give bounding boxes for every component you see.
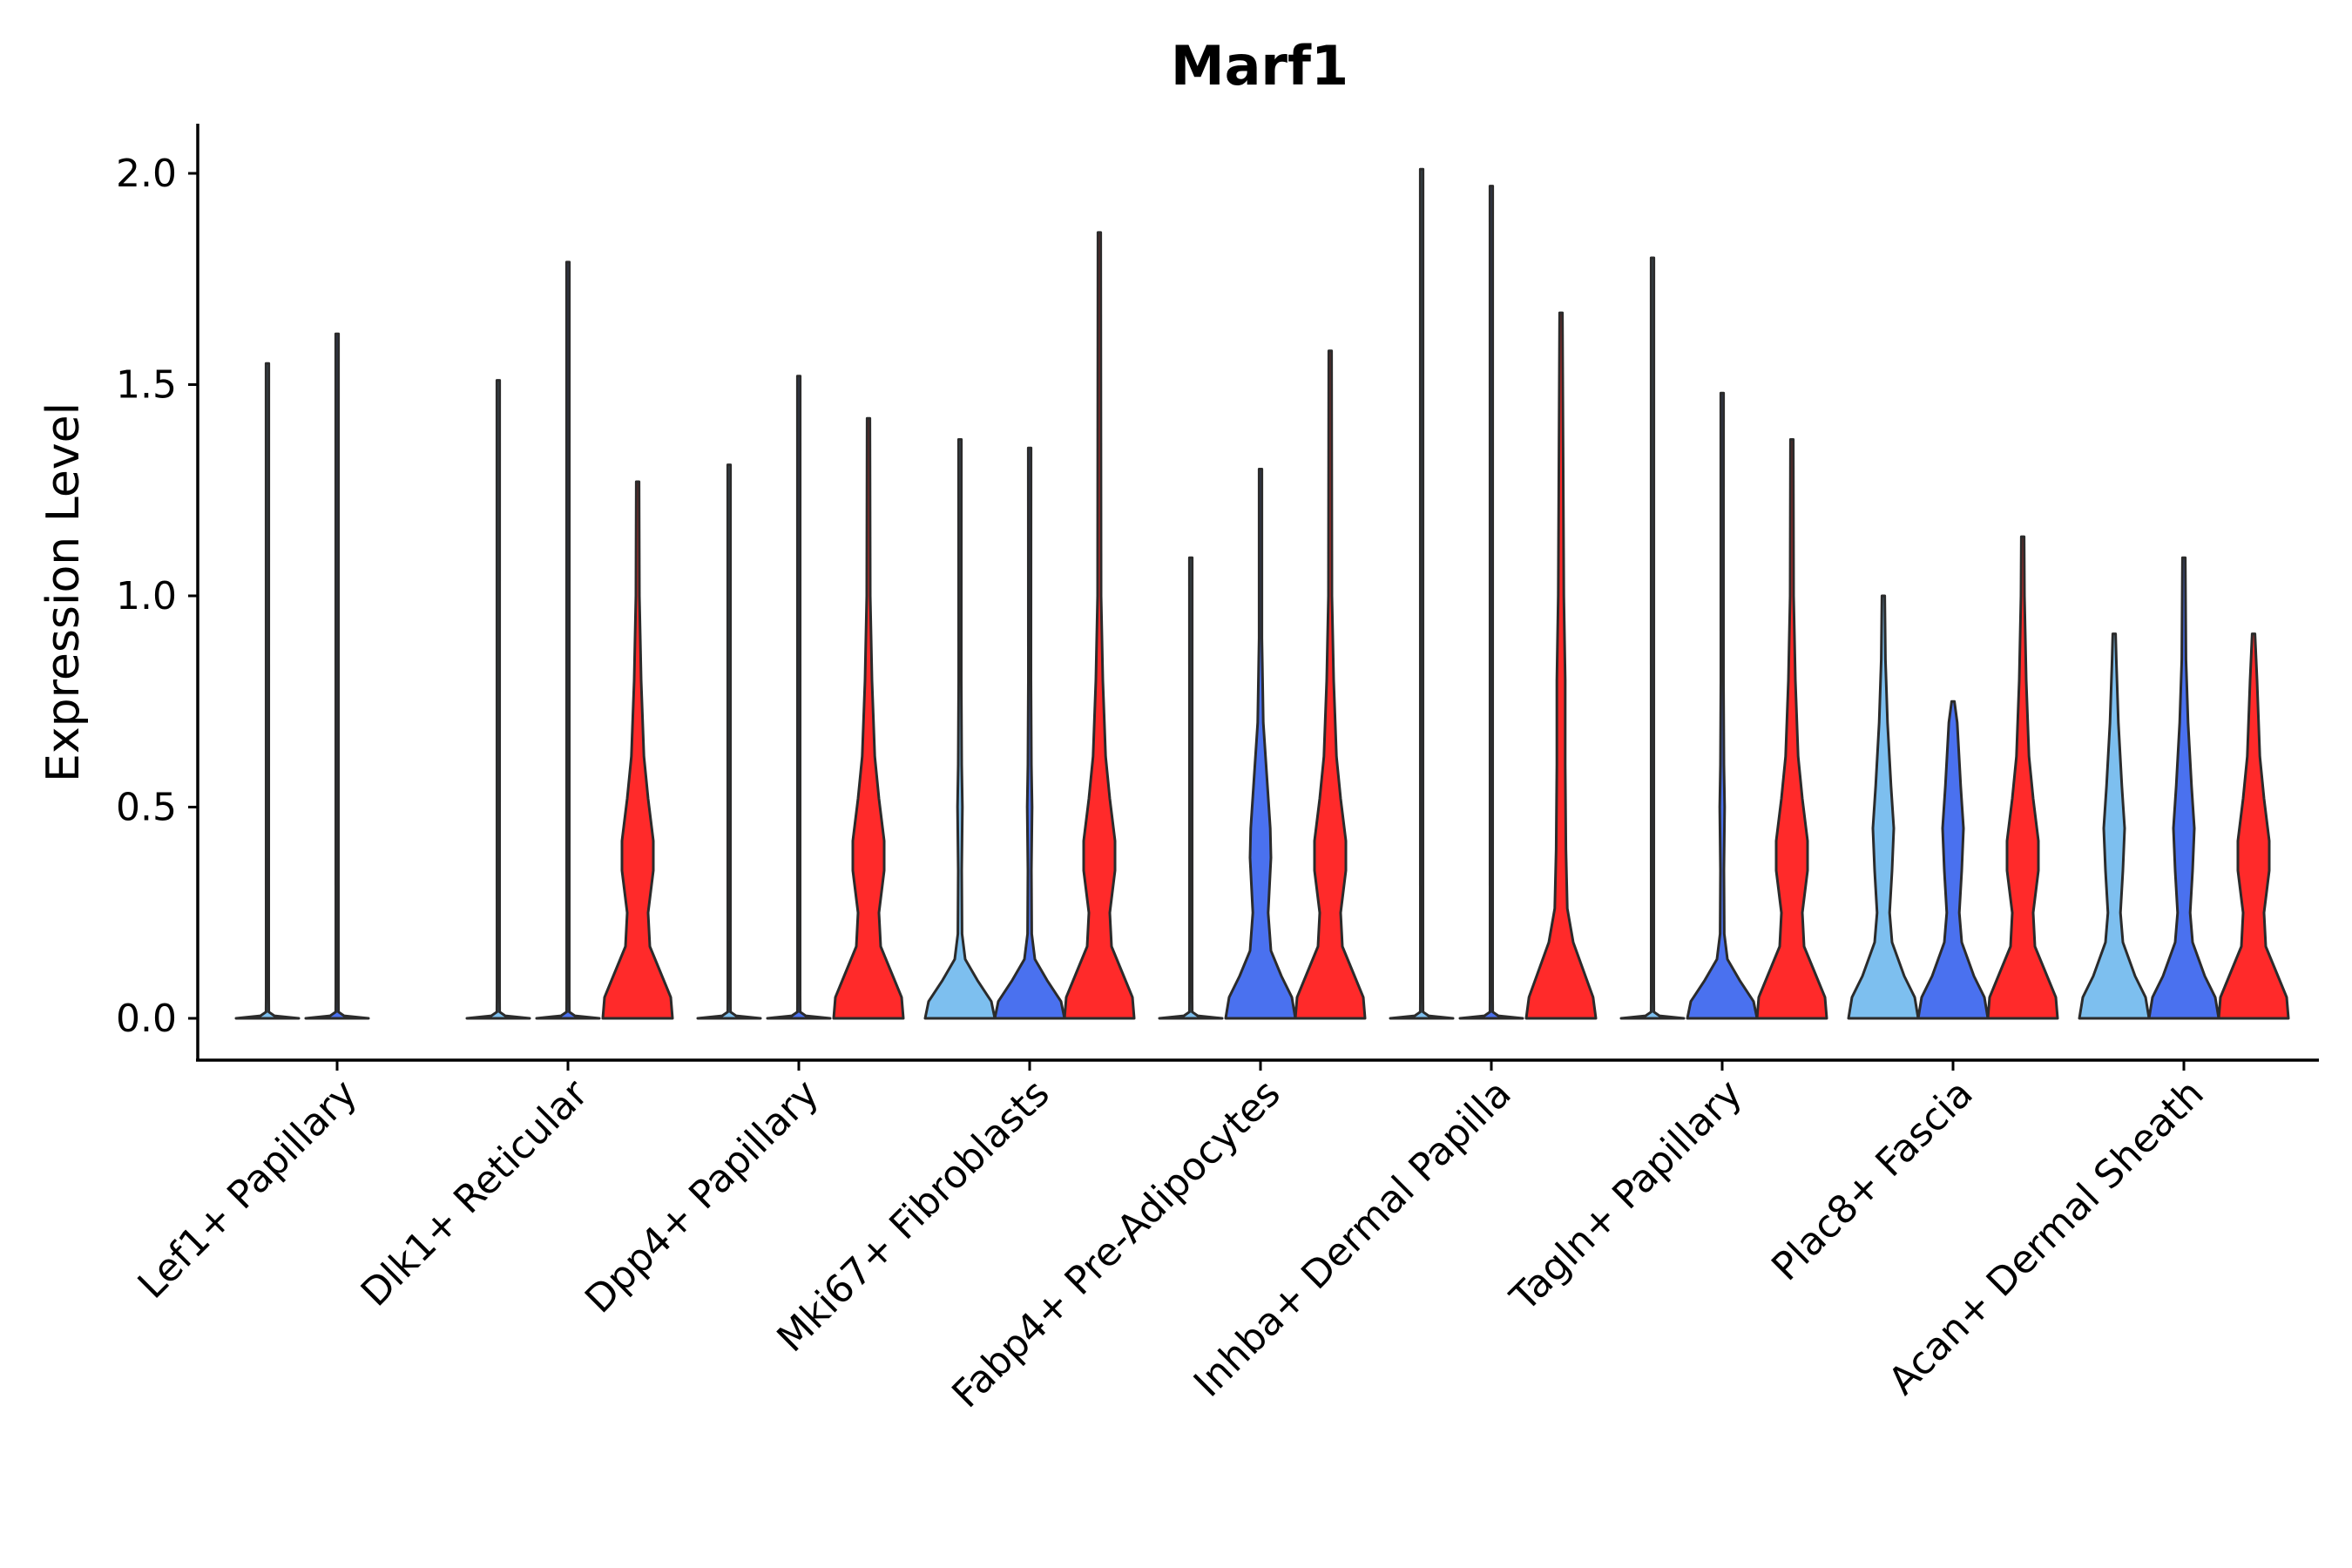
y-tick-label: 2.0 <box>116 152 177 196</box>
violin-5-group-3 <box>1294 349 1367 1020</box>
x-tick-label: Dpp4+ Papillary <box>577 1071 828 1322</box>
violin-3-group-3 <box>832 416 905 1020</box>
violin-8-group-3 <box>1986 535 2059 1020</box>
violin-9-group-3 <box>2217 632 2290 1020</box>
violin-7-group-2 <box>1686 391 1759 1020</box>
violin-8-group-1 <box>1847 594 1920 1020</box>
y-axis-label: Expression Level <box>37 402 90 782</box>
y-tick-label: 1.0 <box>116 574 177 618</box>
x-tick-label: Plac8+ Fascia <box>1763 1071 1982 1290</box>
x-tick-label: Tagln+ Papillary <box>1502 1071 1751 1321</box>
violin-9-group-2 <box>2147 556 2220 1020</box>
violin-1-group-1 <box>234 362 301 1020</box>
violin-4-group-1 <box>923 438 997 1020</box>
violin-8-group-2 <box>1916 700 1990 1020</box>
violin-layer <box>234 167 2290 1020</box>
violin-2-group-3 <box>601 480 674 1020</box>
y-tick-label: 0.5 <box>116 786 177 830</box>
x-tick-label: Lef1+ Papillary <box>130 1071 366 1308</box>
violin-4-group-3 <box>1063 231 1136 1020</box>
violin-9-group-1 <box>2078 632 2151 1020</box>
violin-2-group-2 <box>535 260 601 1020</box>
y-axis-ticks: 0.0 0.5 1.0 1.5 2.0 <box>116 152 198 1041</box>
violin-4-group-2 <box>993 446 1066 1020</box>
y-tick-label: 1.5 <box>116 363 177 408</box>
violin-6-group-1 <box>1389 167 1455 1020</box>
violin-1-group-2 <box>304 332 370 1020</box>
y-tick-label: 0.0 <box>116 997 177 1041</box>
chart-title: Marf1 <box>1171 34 1348 98</box>
violin-7-group-3 <box>1755 438 1828 1020</box>
violin-5-group-2 <box>1224 468 1297 1020</box>
violin-2-group-1 <box>465 379 531 1020</box>
violin-7-group-1 <box>1619 256 1686 1020</box>
violin-3-group-2 <box>766 375 832 1020</box>
violin-3-group-1 <box>696 463 762 1020</box>
x-tick-label: Dlk1+ Reticular <box>353 1071 598 1315</box>
violin-6-group-3 <box>1524 311 1598 1020</box>
violin-5-group-1 <box>1158 556 1224 1020</box>
violin-6-group-2 <box>1458 185 1524 1020</box>
